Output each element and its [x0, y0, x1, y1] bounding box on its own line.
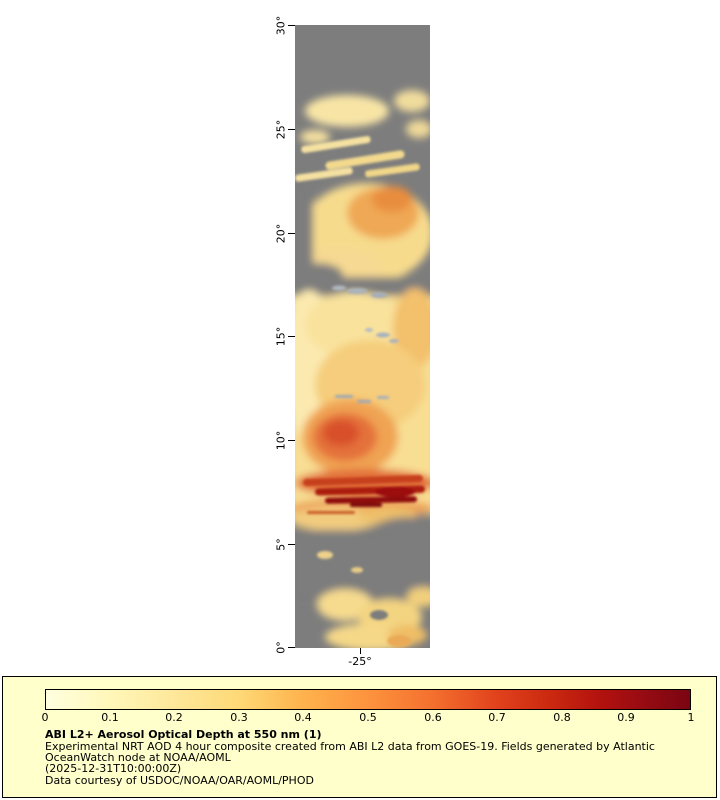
colorbar-tick-label: 0.9	[617, 711, 635, 724]
colorbar	[45, 689, 691, 710]
colorbar-tick-label: 0	[41, 711, 49, 724]
y-tick-mark	[288, 25, 295, 26]
legend-description-line2: OceanWatch node at NOAA/AOML	[45, 751, 231, 764]
colorbar-tick-label: 1	[687, 711, 695, 724]
x-tick-label: -25°	[348, 655, 372, 668]
colorbar-tick-label: 0.8	[553, 711, 571, 724]
colorbar-tick-label: 0.7	[488, 711, 506, 724]
colorbar-tick-label: 0.6	[424, 711, 442, 724]
colorbar-tick-label: 0.5	[359, 711, 377, 724]
y-tick-label: 15°	[274, 326, 288, 347]
colorbar-tick-label: 0.4	[294, 711, 312, 724]
y-tick-label: 5°	[274, 538, 288, 551]
aod-detail-layer	[295, 136, 425, 647]
colorbar-tick-label: 0.1	[101, 711, 119, 724]
aod-swath-image	[295, 25, 430, 648]
aod-field-layers	[295, 90, 430, 648]
y-tick-mark	[288, 440, 295, 441]
y-tick-label: 20°	[274, 223, 288, 244]
legend-description-line1: Experimental NRT AOD 4 hour composite cr…	[45, 740, 655, 753]
y-tick-label: 10°	[274, 430, 288, 451]
legend-credit: Data courtesy of USDOC/NOAA/OAR/AOML/PHO…	[45, 774, 314, 787]
y-tick-mark	[288, 336, 295, 337]
x-tick-mark	[360, 648, 361, 654]
y-tick-mark	[288, 647, 295, 648]
y-tick-label: 0°	[274, 641, 288, 654]
y-tick-mark	[288, 233, 295, 234]
y-tick-label: 30°	[274, 15, 288, 36]
legend-title: ABI L2+ Aerosol Optical Depth at 550 nm …	[45, 728, 322, 741]
legend-timestamp: (2025-12-31T10:00:00Z)	[45, 762, 182, 775]
y-tick-mark	[288, 544, 295, 545]
y-tick-mark	[288, 129, 295, 130]
colorbar-tick-label: 0.3	[230, 711, 248, 724]
y-tick-label: 25°	[274, 119, 288, 140]
colorbar-tick-label: 0.2	[165, 711, 183, 724]
